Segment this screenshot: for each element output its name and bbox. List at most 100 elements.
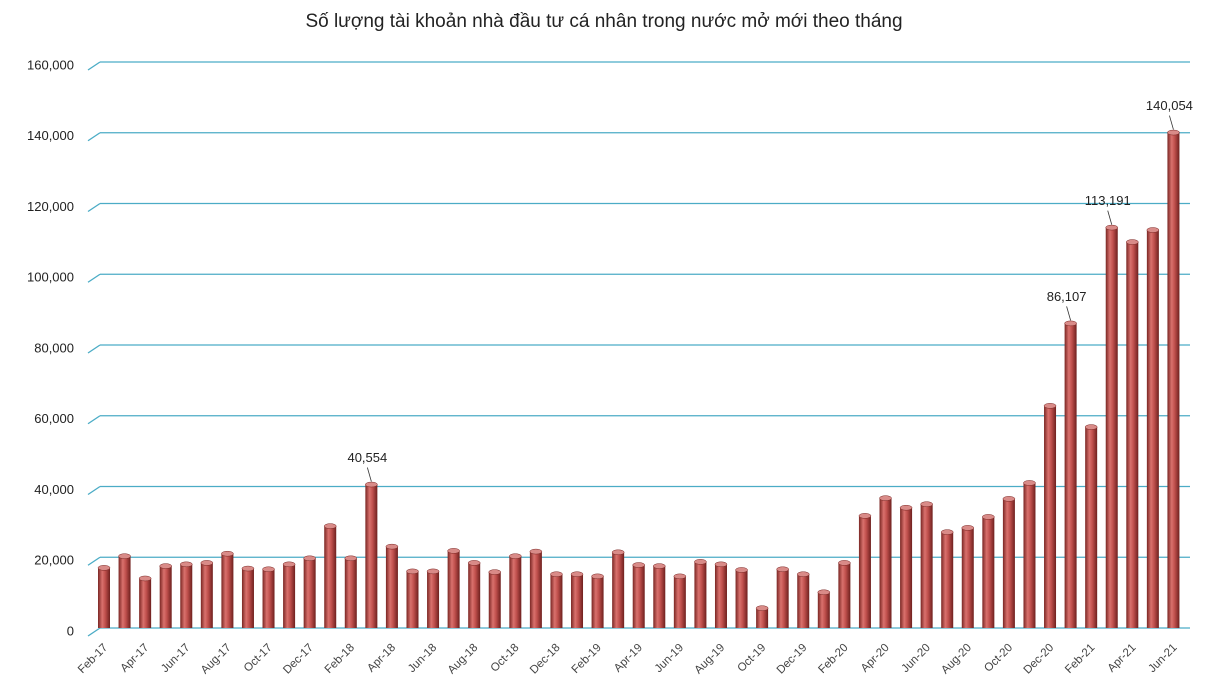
bar	[735, 569, 748, 628]
bar	[1126, 242, 1139, 628]
bar	[1023, 482, 1036, 628]
bar	[694, 561, 707, 628]
bar-cap	[262, 566, 275, 573]
bar-cap	[632, 562, 645, 568]
bar-cap	[570, 571, 584, 577]
bar	[1044, 405, 1057, 628]
bar-cap	[1105, 224, 1118, 231]
bar-cap	[735, 567, 748, 573]
bar-cap	[940, 529, 954, 535]
bar-cap	[611, 549, 625, 556]
bar	[488, 572, 501, 628]
label-leader	[366, 467, 372, 482]
bar-cap	[673, 573, 687, 580]
x-tick-label: Oct-19	[735, 642, 768, 675]
y-tick-label: 60,000	[34, 411, 74, 426]
bar-cap	[488, 569, 502, 575]
y-tick-label: 80,000	[34, 340, 74, 355]
y-tick-label: 40,000	[34, 482, 74, 497]
bar-cap	[97, 565, 111, 571]
bar	[632, 565, 645, 628]
x-tick-label: Aug-17	[199, 642, 234, 677]
bar-cap	[200, 560, 214, 566]
bar-cap	[1043, 403, 1057, 409]
bar	[714, 564, 727, 628]
bar-cap	[1002, 496, 1016, 502]
bar	[591, 576, 604, 628]
x-tick-label: Apr-20	[859, 642, 892, 675]
bar-cap	[282, 561, 296, 568]
x-tick-label: Jun-21	[1146, 642, 1179, 675]
bar	[468, 562, 481, 628]
y-tick-label: 140,000	[27, 128, 74, 143]
y-tick-label: 20,000	[34, 553, 74, 568]
bar	[241, 568, 254, 628]
x-tick-label: Aug-19	[693, 642, 728, 677]
bar	[797, 574, 810, 628]
grid-line-depth	[87, 132, 101, 142]
bar	[838, 562, 851, 628]
grid-line-depth	[87, 344, 101, 354]
label-leader	[1169, 115, 1174, 130]
x-tick-label: Oct-18	[489, 642, 522, 675]
x-tick-label: Jun-19	[653, 642, 686, 675]
x-tick-label: Dec-18	[528, 642, 563, 677]
x-tick-label: Oct-17	[242, 642, 275, 675]
bar-cap	[1064, 320, 1077, 327]
bar-cap	[961, 525, 975, 531]
x-tick-label: Oct-20	[982, 642, 1015, 675]
bar	[776, 569, 789, 628]
bar	[858, 515, 871, 628]
value-label: 86,107	[1047, 289, 1087, 304]
grid-line-depth	[87, 415, 101, 425]
bar-cap	[426, 568, 440, 575]
bar-cap	[879, 495, 892, 501]
bar-cap	[776, 566, 789, 573]
x-tick-label: Feb-18	[323, 642, 357, 676]
bar	[756, 608, 769, 628]
grid-line-depth	[87, 202, 101, 213]
bar-cap	[920, 501, 933, 507]
bar-cap	[817, 589, 831, 596]
bar-cap	[1126, 239, 1139, 245]
bar	[200, 562, 213, 628]
bar-cap	[180, 561, 193, 568]
bar	[1085, 427, 1098, 628]
x-tick-label: Jun-20	[900, 642, 933, 675]
value-label: 40,554	[347, 450, 387, 465]
bar-cap	[406, 568, 419, 575]
y-tick-label: 100,000	[27, 270, 74, 285]
x-tick-label: Feb-19	[570, 642, 604, 676]
bar-cap	[509, 553, 522, 559]
bar-cap	[796, 571, 810, 577]
bar	[427, 571, 440, 628]
grid-line-depth	[87, 61, 101, 71]
x-tick-label: Jun-17	[159, 642, 192, 675]
y-tick-label: 160,000	[27, 57, 74, 72]
bar-cap	[1023, 480, 1036, 486]
y-tick-label: 0	[67, 623, 74, 638]
bar-cap	[467, 560, 481, 566]
x-tick-label: Apr-18	[365, 642, 398, 675]
bar-cap	[694, 559, 707, 565]
bar-cap	[838, 560, 851, 566]
bar	[900, 507, 913, 628]
bar	[447, 550, 460, 628]
bar-cap	[1146, 227, 1160, 233]
x-tick-label: Dec-20	[1022, 642, 1057, 677]
bar	[98, 567, 110, 628]
bar	[344, 558, 357, 628]
y-tick-label: 120,000	[27, 199, 74, 214]
bar	[1064, 323, 1077, 628]
label-leader	[1107, 210, 1113, 225]
bar-cap	[591, 573, 604, 580]
value-label: 140,054	[1146, 98, 1193, 113]
bar-cap	[118, 553, 131, 559]
bar	[817, 592, 830, 628]
bar-cap	[221, 550, 234, 557]
chart-title: Số lượng tài khoản nhà đầu tư cá nhân tr…	[305, 11, 902, 32]
x-tick-label: Feb-21	[1063, 642, 1097, 676]
bar-cap	[653, 563, 666, 569]
